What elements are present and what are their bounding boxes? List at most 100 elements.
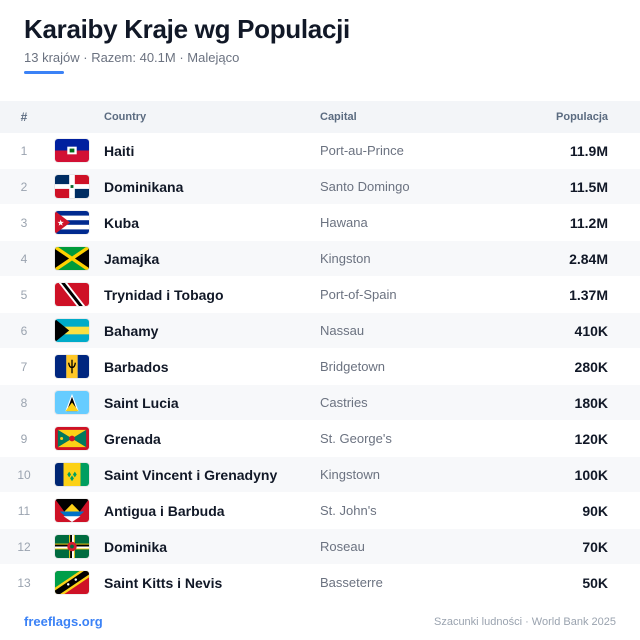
flag-cell bbox=[48, 211, 104, 234]
capital-name: Kingstown bbox=[320, 467, 380, 482]
rank-cell: 2 bbox=[20, 179, 28, 194]
capital-name: Roseau bbox=[320, 539, 365, 554]
population-value: 70K bbox=[582, 538, 608, 555]
rank-cell: 8 bbox=[20, 395, 28, 410]
dominica-flag bbox=[55, 535, 89, 558]
rank-cell: 10 bbox=[17, 467, 31, 482]
country-name: Jamajka bbox=[104, 250, 160, 267]
grenada-flag bbox=[55, 427, 89, 450]
dominican-republic-flag bbox=[55, 175, 89, 198]
jamaica-flag bbox=[55, 247, 89, 270]
flag-cell bbox=[48, 139, 104, 162]
population-value: 50K bbox=[582, 574, 608, 591]
accent-bar bbox=[24, 71, 64, 74]
capital-name: Bridgetown bbox=[320, 359, 386, 374]
country-name: Saint Lucia bbox=[104, 394, 179, 411]
rank-cell: 7 bbox=[20, 359, 28, 374]
flag-cell bbox=[48, 283, 104, 306]
capital-name: Port-of-Spain bbox=[320, 287, 397, 302]
population-value: 100K bbox=[574, 466, 608, 483]
population-value: 90K bbox=[582, 502, 608, 519]
footer-link[interactable]: freeflags.org bbox=[24, 614, 103, 629]
table-row: 1 Haiti Port-au-Prince 11.9M bbox=[0, 133, 640, 169]
table-row: 4 Jamajka Kingston 2.84M bbox=[0, 241, 640, 277]
flag-cell bbox=[48, 247, 104, 270]
flag-cell bbox=[48, 499, 104, 522]
saint-vincent-flag bbox=[55, 463, 89, 486]
saint-kitts-and-nevis-flag bbox=[55, 571, 89, 594]
population-value: 11.9M bbox=[569, 142, 608, 159]
capital-name: Castries bbox=[320, 395, 368, 410]
country-name: Antigua i Barbuda bbox=[104, 502, 225, 519]
country-name: Kuba bbox=[104, 214, 139, 231]
rank-cell: 6 bbox=[20, 323, 28, 338]
capital-name: Santo Domingo bbox=[320, 179, 410, 194]
capital-name: Port-au-Prince bbox=[320, 143, 404, 158]
header: Karaiby Kraje wg Populacji 13 krajów · R… bbox=[24, 14, 616, 74]
table-row: 8 Saint Lucia Castries 180K bbox=[0, 385, 640, 421]
antigua-and-barbuda-flag bbox=[55, 499, 89, 522]
column-header-rank: # bbox=[20, 110, 28, 124]
flag-cell bbox=[48, 175, 104, 198]
capital-name: Kingston bbox=[320, 251, 371, 266]
table-row: 9 Grenada St. George's 120K bbox=[0, 421, 640, 457]
page-subtitle: 13 krajów · Razem: 40.1M · Malejąco bbox=[24, 50, 240, 65]
population-table: # Country Capital Populacja 1 Haiti Port-a… bbox=[0, 101, 640, 601]
flag-cell bbox=[48, 427, 104, 450]
flag-cell bbox=[48, 391, 104, 414]
trinidad-and-tobago-flag bbox=[55, 283, 89, 306]
capital-name: St. George's bbox=[320, 431, 392, 446]
country-name: Saint Vincent i Grenadyny bbox=[104, 466, 278, 483]
country-name: Dominika bbox=[104, 538, 168, 555]
column-header-population: Populacja bbox=[556, 111, 608, 123]
table-header: # Country Capital Populacja bbox=[0, 101, 640, 133]
rank-cell: 5 bbox=[20, 287, 28, 302]
country-name: Barbados bbox=[104, 358, 169, 375]
footer: freeflags.org Szacunki ludności · World … bbox=[24, 614, 616, 629]
capital-name: St. John's bbox=[320, 503, 377, 518]
country-name: Dominikana bbox=[104, 178, 184, 195]
column-header-capital: Capital bbox=[320, 111, 357, 123]
country-name: Trynidad i Tobago bbox=[104, 286, 224, 303]
rank-cell: 12 bbox=[17, 539, 31, 554]
table-row: 13 Saint Kitts i Nevis Basseterre 50K bbox=[0, 565, 640, 601]
rank-cell: 11 bbox=[17, 503, 31, 518]
rank-cell: 4 bbox=[20, 251, 28, 266]
capital-name: Basseterre bbox=[320, 575, 383, 590]
population-value: 180K bbox=[574, 394, 608, 411]
table-row: 12 Dominika Roseau 70K bbox=[0, 529, 640, 565]
bahamas-flag bbox=[55, 319, 89, 342]
population-value: 410K bbox=[574, 322, 608, 339]
country-name: Grenada bbox=[104, 430, 161, 447]
table-row: 3 Kuba Hawana 11.2M bbox=[0, 205, 640, 241]
flag-cell bbox=[48, 463, 104, 486]
barbados-flag bbox=[55, 355, 89, 378]
flag-cell bbox=[48, 535, 104, 558]
population-value: 120K bbox=[574, 430, 608, 447]
table-body: 1 Haiti Port-au-Prince 11.9M 2 Dominikana Sant… bbox=[0, 133, 640, 601]
flag-cell bbox=[48, 571, 104, 594]
table-row: 6 Bahamy Nassau 410K bbox=[0, 313, 640, 349]
table-row: 11 Antigua i Barbuda St. John's 90K bbox=[0, 493, 640, 529]
cuba-flag bbox=[55, 211, 89, 234]
footer-source: Szacunki ludności · World Bank 2025 bbox=[433, 615, 616, 628]
country-name: Saint Kitts i Nevis bbox=[104, 574, 223, 591]
page-title: Karaiby Kraje wg Populacji bbox=[24, 14, 350, 44]
population-value: 11.5M bbox=[569, 178, 608, 195]
population-value: 1.37M bbox=[569, 286, 608, 303]
haiti-flag bbox=[55, 139, 89, 162]
flag-cell bbox=[48, 319, 104, 342]
flag-cell bbox=[48, 355, 104, 378]
rank-cell: 1 bbox=[20, 143, 28, 158]
rank-cell: 3 bbox=[20, 215, 28, 230]
rank-cell: 13 bbox=[17, 575, 31, 590]
table-row: 2 Dominikana Santo Domingo 11.5M bbox=[0, 169, 640, 205]
rank-cell: 9 bbox=[20, 431, 28, 446]
population-value: 2.84M bbox=[569, 250, 608, 267]
country-name: Bahamy bbox=[104, 322, 159, 339]
country-name: Haiti bbox=[104, 142, 135, 159]
population-value: 11.2M bbox=[569, 214, 608, 231]
table-row: 10 Saint Vincent i Grenadyny Kingstown 100K bbox=[0, 457, 640, 493]
capital-name: Nassau bbox=[320, 323, 365, 338]
population-value: 280K bbox=[574, 358, 608, 375]
